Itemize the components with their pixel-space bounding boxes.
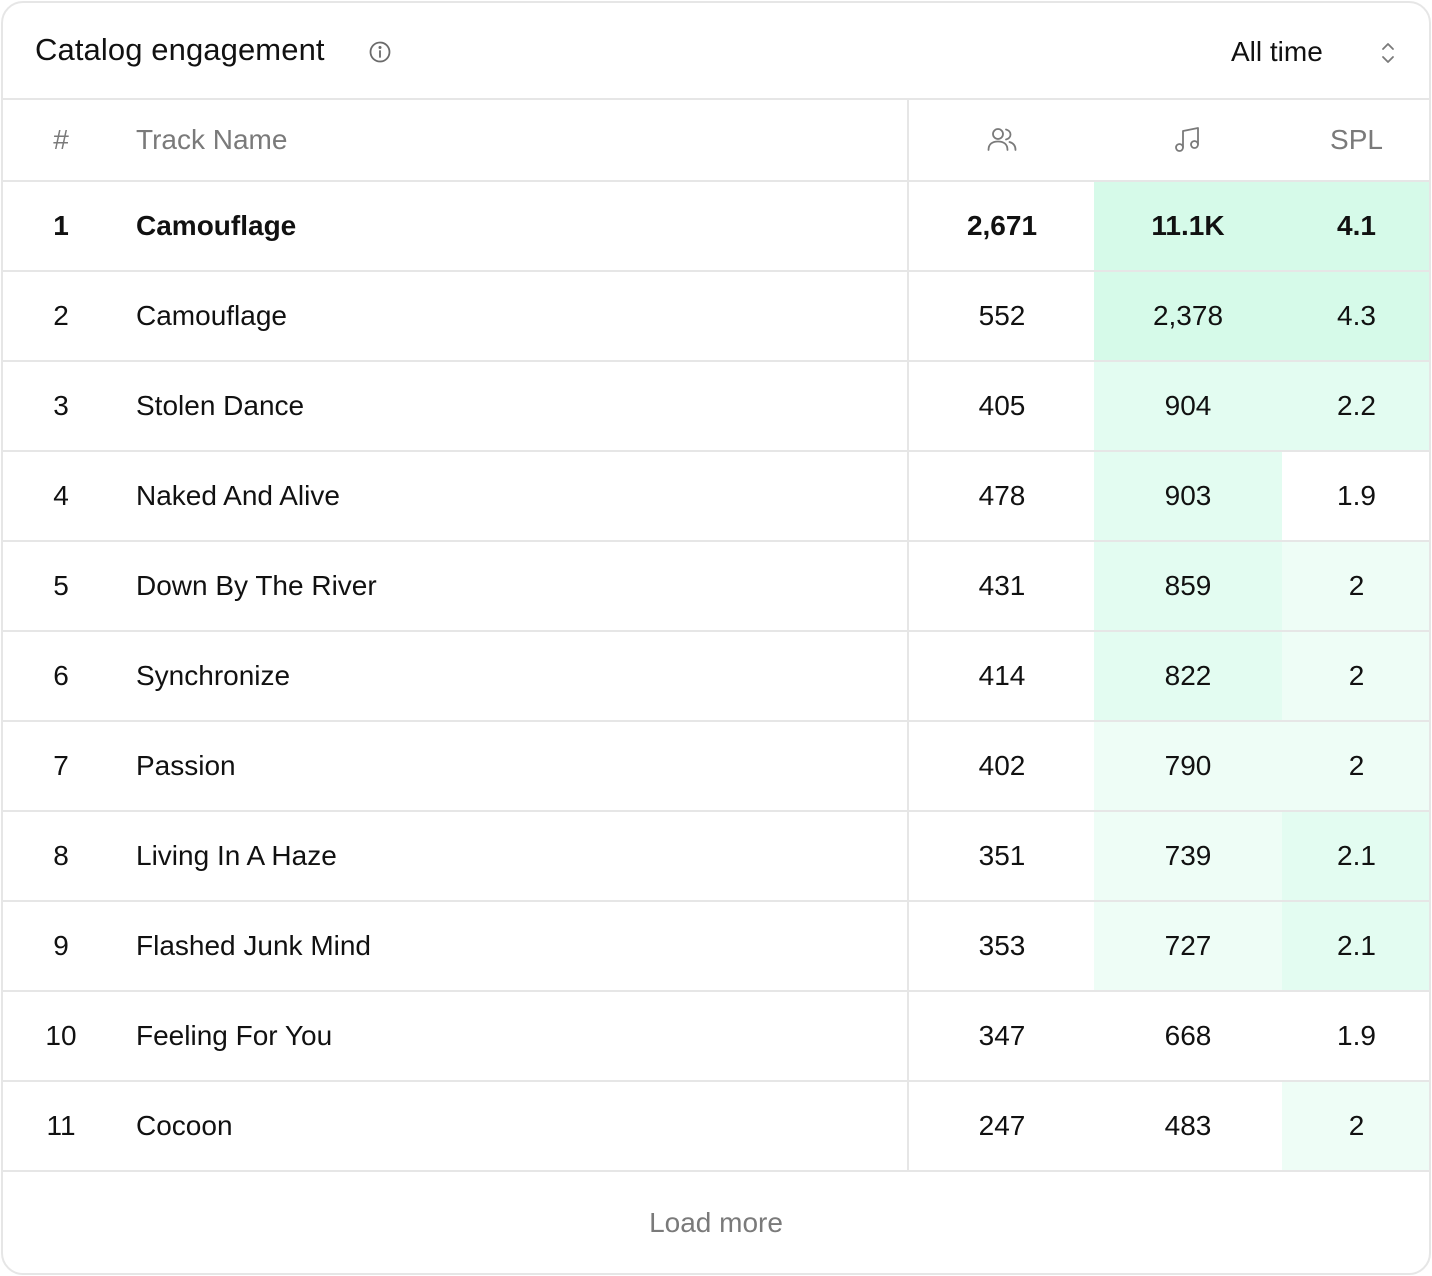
track-name-cell: Camouflage — [136, 300, 287, 331]
listeners-cell: 478 — [907, 452, 1095, 540]
track-name-cell: Camouflage — [136, 210, 297, 241]
rank-cell: 8 — [53, 840, 69, 871]
rank-cell: 7 — [53, 750, 69, 781]
spl-cell: 4.1 — [1282, 182, 1429, 270]
streams-cell: 859 — [1094, 542, 1282, 630]
rank-cell: 10 — [45, 1020, 77, 1051]
streams-cell: 739 — [1094, 812, 1282, 900]
track-name-cell: Feeling For You — [136, 1020, 333, 1051]
table-row[interactable]: 6 Synchronize 414 822 2 — [3, 632, 1429, 722]
rank-cell: 11 — [46, 1110, 76, 1141]
listeners-cell: 351 — [907, 812, 1095, 900]
listeners-cell: 2,671 — [907, 182, 1095, 270]
streams-cell: 903 — [1094, 452, 1282, 540]
card-footer: Load more — [3, 1171, 1429, 1273]
spl-cell: 2.2 — [1282, 362, 1429, 450]
card-title: Catalog engagement — [35, 32, 325, 67]
track-name-cell: Cocoon — [136, 1110, 233, 1141]
spl-cell: 2 — [1282, 722, 1429, 810]
rank-cell: 3 — [53, 390, 69, 421]
rank-cell: 1 — [53, 210, 69, 241]
streams-cell: 11.1K — [1094, 182, 1282, 270]
table-row[interactable]: 10 Feeling For You 347 668 1.9 — [3, 992, 1429, 1082]
streams-cell: 727 — [1094, 902, 1282, 990]
load-more-button[interactable]: Load more — [649, 1207, 783, 1238]
column-header-spl[interactable]: SPL — [1330, 124, 1383, 155]
track-name-cell: Flashed Junk Mind — [136, 930, 372, 961]
spl-cell: 1.9 — [1282, 992, 1429, 1080]
spl-cell: 2.1 — [1282, 902, 1429, 990]
table-row[interactable]: 3 Stolen Dance 405 904 2.2 — [3, 362, 1429, 452]
track-name-cell: Stolen Dance — [136, 390, 305, 421]
listeners-cell: 405 — [907, 362, 1095, 450]
track-name-cell: Down By The River — [136, 570, 377, 601]
streams-cell: 790 — [1094, 722, 1282, 810]
listeners-cell: 247 — [907, 1082, 1095, 1170]
info-icon[interactable] — [368, 40, 392, 64]
chevron-up-down-icon — [1382, 43, 1394, 63]
rank-cell: 6 — [53, 660, 69, 691]
table-header-row: # Track Name SPL — [3, 100, 1429, 182]
streams-cell: 904 — [1094, 362, 1282, 450]
spl-cell: 2 — [1282, 632, 1429, 720]
track-name-cell: Naked And Alive — [136, 480, 340, 511]
column-header-track-name[interactable]: Track Name — [136, 124, 288, 155]
rank-cell: 2 — [53, 300, 69, 331]
column-header-streams[interactable] — [1094, 100, 1282, 180]
streams-cell: 483 — [1094, 1082, 1282, 1170]
music-note-icon — [1175, 127, 1199, 152]
time-range-select[interactable]: All time — [1193, 23, 1413, 79]
table-row[interactable]: 5 Down By The River 431 859 2 — [3, 542, 1429, 632]
table-row[interactable]: 7 Passion 402 790 2 — [3, 722, 1429, 812]
table-row[interactable]: 9 Flashed Junk Mind 353 727 2.1 — [3, 902, 1429, 992]
listeners-cell: 353 — [907, 902, 1095, 990]
listeners-cell: 431 — [907, 542, 1095, 630]
listeners-cell: 402 — [907, 722, 1095, 810]
streams-cell: 668 — [1094, 992, 1282, 1080]
track-name-cell: Synchronize — [136, 660, 291, 691]
streams-cell: 2,378 — [1094, 272, 1282, 360]
spl-cell: 2.1 — [1282, 812, 1429, 900]
table-row[interactable]: 2 Camouflage 552 2,378 4.3 — [3, 272, 1429, 362]
spl-cell: 4.3 — [1282, 272, 1429, 360]
table-row[interactable]: 11 Cocoon 247 483 2 — [3, 1082, 1429, 1172]
rank-cell: 5 — [53, 570, 69, 601]
users-icon — [987, 128, 1017, 151]
spl-cell: 1.9 — [1282, 452, 1429, 540]
spl-cell: 2 — [1282, 1082, 1429, 1170]
track-name-cell: Passion — [136, 750, 236, 781]
rank-cell: 9 — [53, 930, 69, 961]
column-header-rank[interactable]: # — [53, 124, 69, 155]
listeners-cell: 552 — [907, 272, 1095, 360]
rank-cell: 4 — [53, 480, 69, 511]
table-row[interactable]: 8 Living In A Haze 351 739 2.1 — [3, 812, 1429, 902]
table-row[interactable]: 4 Naked And Alive 478 903 1.9 — [3, 452, 1429, 542]
time-range-value: All time — [1231, 36, 1323, 67]
track-name-cell: Living In A Haze — [136, 840, 337, 871]
table-row[interactable]: 1 Camouflage 2,671 11.1K 4.1 — [3, 182, 1429, 272]
listeners-cell: 414 — [907, 632, 1095, 720]
card-header: Catalog engagement All time — [3, 3, 1429, 100]
streams-cell: 822 — [1094, 632, 1282, 720]
column-header-listeners[interactable] — [907, 100, 1095, 180]
listeners-cell: 347 — [907, 992, 1095, 1080]
spl-cell: 2 — [1282, 542, 1429, 630]
